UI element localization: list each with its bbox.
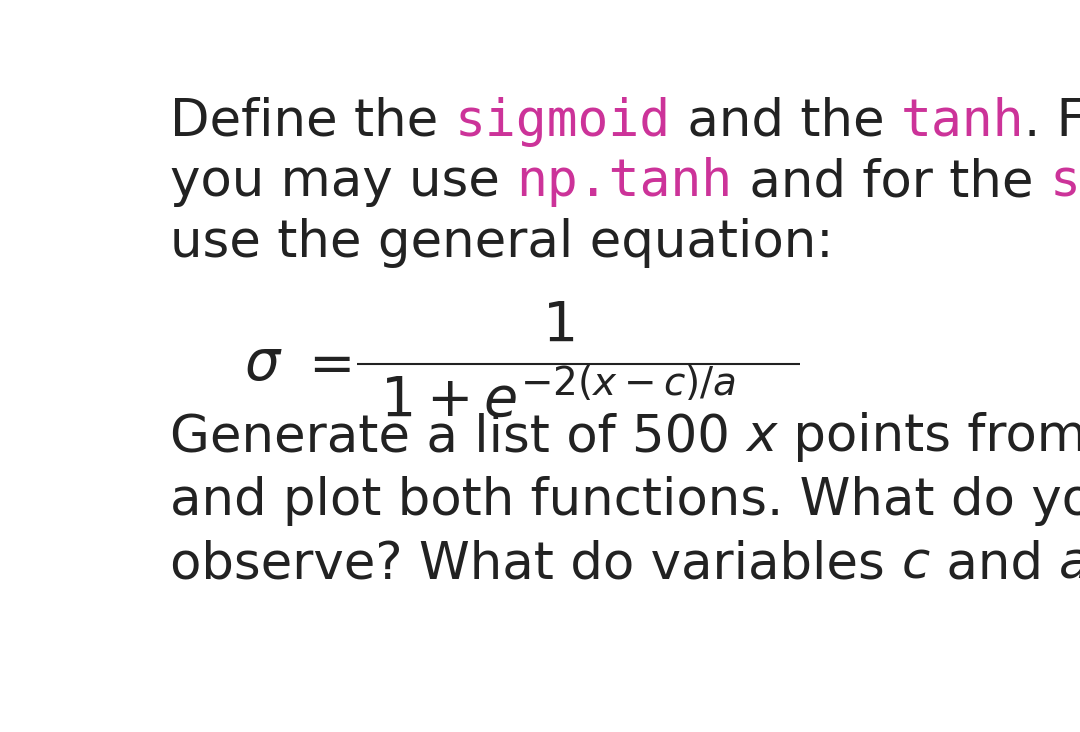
Text: x: x bbox=[746, 412, 777, 463]
Text: tanh: tanh bbox=[901, 97, 1025, 146]
Text: np.tanh: np.tanh bbox=[516, 157, 732, 207]
Text: c: c bbox=[902, 539, 930, 589]
Text: points from -5 to 5: points from -5 to 5 bbox=[777, 412, 1080, 463]
Text: you may use: you may use bbox=[171, 157, 516, 207]
Text: $\sigma$: $\sigma$ bbox=[244, 338, 282, 392]
Text: and plot both functions. What do you: and plot both functions. What do you bbox=[171, 476, 1080, 526]
Text: use the general equation:: use the general equation: bbox=[171, 218, 834, 268]
Text: a: a bbox=[1058, 539, 1080, 589]
Text: Generate a list of 500: Generate a list of 500 bbox=[171, 412, 746, 463]
Text: sigmoid: sigmoid bbox=[1050, 157, 1080, 207]
Text: and for the: and for the bbox=[732, 157, 1050, 207]
Text: and the: and the bbox=[671, 97, 901, 146]
Text: sigmoid: sigmoid bbox=[455, 97, 671, 146]
Text: observe? What do variables: observe? What do variables bbox=[171, 539, 902, 589]
Text: and: and bbox=[930, 539, 1058, 589]
Text: . For: . For bbox=[1025, 97, 1080, 146]
Text: $1 + e^{-2(x-c)/a}$: $1 + e^{-2(x-c)/a}$ bbox=[379, 373, 735, 429]
Text: $=$: $=$ bbox=[298, 338, 352, 392]
Text: $1$: $1$ bbox=[542, 299, 573, 353]
Text: Define the: Define the bbox=[171, 97, 455, 146]
